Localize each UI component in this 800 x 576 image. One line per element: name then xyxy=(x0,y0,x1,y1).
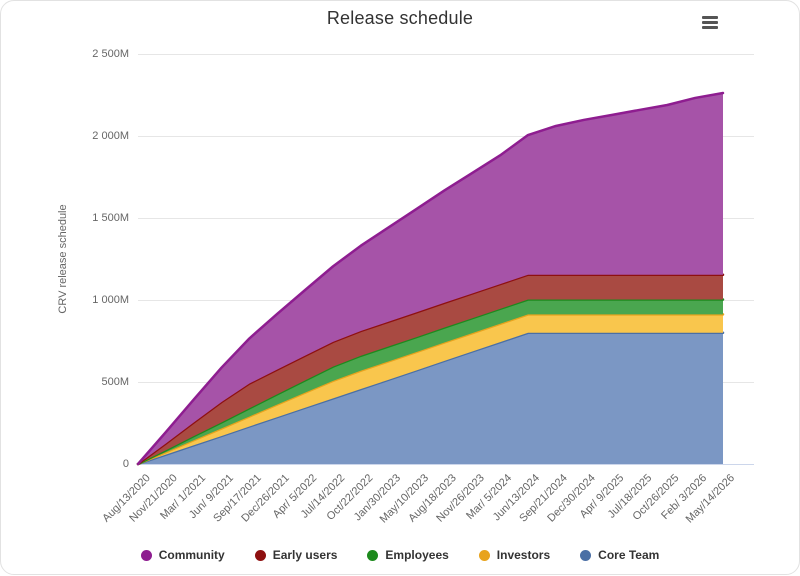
legend-label: Investors xyxy=(496,548,551,562)
legend-marker-icon xyxy=(254,549,266,561)
line-community xyxy=(136,91,725,466)
legend-item-investors[interactable]: Investors xyxy=(478,548,551,562)
y-tick-label: 1 000M xyxy=(92,294,129,306)
y-tick-label: 1 500M xyxy=(92,212,129,224)
legend: Community Early users Employees Investors Co… xyxy=(1,548,799,562)
y-tick-label: 2 500M xyxy=(92,48,129,60)
area-community xyxy=(138,93,723,465)
hamburger-icon xyxy=(702,25,718,29)
legend-marker-icon xyxy=(580,549,592,561)
legend-label: Employees xyxy=(385,548,449,562)
legend-marker-icon xyxy=(478,549,490,561)
export-menu-button[interactable] xyxy=(697,11,723,33)
chart-title: Release schedule xyxy=(326,8,474,28)
legend-marker-icon xyxy=(367,549,379,561)
legend-item-early-users[interactable]: Early users xyxy=(254,548,338,562)
legend-item-employees[interactable]: Employees xyxy=(367,548,449,562)
area-core-team xyxy=(138,332,723,464)
hamburger-icon xyxy=(702,20,718,24)
legend-label: Community xyxy=(158,548,225,562)
y-tick-label: 500M xyxy=(101,376,129,388)
y-tick-label: 2 000M xyxy=(92,130,129,142)
legend-label: Core Team xyxy=(598,548,660,562)
legend-item-community[interactable]: Community xyxy=(140,548,225,562)
area-investors xyxy=(138,314,723,464)
y-tick-label: 0 xyxy=(122,458,129,470)
legend-label: Early users xyxy=(272,548,338,562)
hamburger-icon xyxy=(702,15,718,19)
legend-item-core-team[interactable]: Core Team xyxy=(580,548,659,562)
legend-marker-icon xyxy=(140,549,152,561)
area-early-users xyxy=(138,274,723,464)
